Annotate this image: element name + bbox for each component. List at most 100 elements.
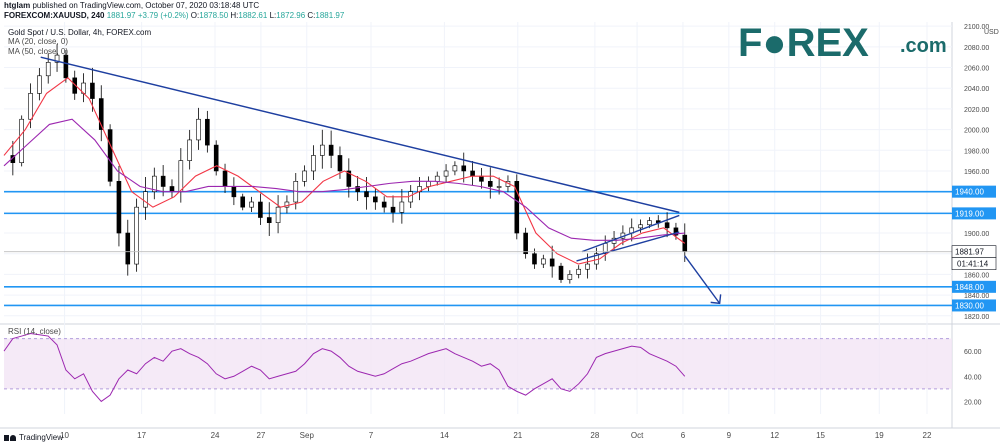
header: htglam published on TradingView.com, Oct… <box>0 0 1000 22</box>
candle <box>390 195 396 223</box>
candle <box>302 165 307 187</box>
candle-body <box>213 144 219 172</box>
candle-body <box>258 201 263 218</box>
candle-body <box>426 181 431 187</box>
x-tick-label: 6 <box>681 431 686 440</box>
x-tick-label: 14 <box>440 431 449 440</box>
x-tick-label: 27 <box>256 431 265 440</box>
candle <box>107 124 113 187</box>
publish-line: htglam published on TradingView.com, Oct… <box>4 1 259 11</box>
chart-title: Gold Spot / U.S. Dollar, 4h, FOREX.com <box>8 28 152 37</box>
candle-body <box>434 175 440 182</box>
wedge-line <box>576 231 680 262</box>
candle-body <box>532 253 537 265</box>
x-tick-label: 22 <box>923 431 932 440</box>
x-tick-label: 19 <box>875 431 884 440</box>
rsi-line <box>3 333 686 403</box>
high-label: H: <box>230 11 239 20</box>
candle <box>213 140 219 176</box>
candle-body <box>37 75 42 94</box>
candle <box>523 227 528 259</box>
x-tick-label: Sep <box>300 431 315 440</box>
candle <box>319 129 325 169</box>
level-label: 1848.00 <box>955 283 984 292</box>
footer-brand[interactable]: TradingView <box>19 433 64 442</box>
candle <box>514 174 520 240</box>
level-label: 1940.00 <box>955 188 984 197</box>
candle-body <box>479 175 484 182</box>
low-label: L: <box>269 11 277 20</box>
y-tick-label: 1860.00 <box>964 272 989 279</box>
x-tick-label: 28 <box>590 431 599 440</box>
candle-body <box>549 258 555 267</box>
x-tick-label: 17 <box>137 431 146 440</box>
x-tick-label: 12 <box>770 431 779 440</box>
candle-body <box>311 155 316 172</box>
candle-body <box>328 144 334 156</box>
candle-body <box>249 201 254 208</box>
candle <box>205 110 210 153</box>
footer: TradingView <box>4 433 63 442</box>
close-label: C: <box>307 11 316 20</box>
price-pane <box>4 22 952 322</box>
candle-body <box>496 186 502 188</box>
candle-body <box>373 196 378 203</box>
y-tick-label: 2060.00 <box>964 66 989 73</box>
projection-arrow-head <box>710 294 722 305</box>
rsi-tick-label: 40.00 <box>964 374 982 381</box>
candle <box>19 115 24 167</box>
candle <box>487 167 493 199</box>
y-tick-label: 1820.00 <box>964 314 989 321</box>
candle-body <box>72 77 78 94</box>
low-value: 1872.96 <box>276 11 306 20</box>
logo-suffix: .com <box>900 35 947 57</box>
candle <box>54 44 60 72</box>
candle <box>134 198 139 272</box>
x-tick-label: Oct <box>631 431 644 440</box>
level-label-box <box>952 185 996 198</box>
candle-body <box>638 224 643 229</box>
candle <box>355 175 360 201</box>
candle-body <box>196 118 201 141</box>
ma20-legend: MA (20, close, 0) <box>8 37 68 46</box>
candle-body <box>585 263 590 270</box>
candle-body <box>231 186 237 198</box>
candle-body <box>45 62 51 77</box>
candle <box>558 262 564 283</box>
candle-body <box>152 175 157 192</box>
candle-body <box>390 206 396 213</box>
candle-body <box>169 186 175 192</box>
candle-body <box>28 93 33 120</box>
candle <box>328 130 334 169</box>
candle <box>541 254 546 269</box>
candle-body <box>98 98 104 130</box>
candle <box>125 219 131 276</box>
ma20-line <box>3 77 686 265</box>
candle <box>240 193 246 211</box>
publisher-name[interactable]: htglam <box>4 1 31 10</box>
candle-body <box>116 181 122 234</box>
logo-text: F●REX <box>738 21 869 65</box>
rsi-tick-label: 20.00 <box>964 399 982 406</box>
candle <box>373 188 378 210</box>
candle-body <box>452 165 458 172</box>
candle <box>98 85 104 142</box>
candle-body <box>355 186 360 192</box>
candle-body <box>54 54 60 63</box>
tradingview-logo-icon <box>4 434 16 442</box>
y-tick-label: 2020.00 <box>964 107 989 114</box>
level-label-box <box>952 299 996 312</box>
candle-body <box>647 220 652 226</box>
candle-body <box>107 129 113 182</box>
x-tick-label: 7 <box>369 431 374 440</box>
candle-body <box>664 222 670 229</box>
candle <box>664 212 670 238</box>
candle-body <box>682 234 688 252</box>
candle-body <box>125 232 131 265</box>
level-label-box <box>952 207 996 220</box>
candle <box>258 193 263 225</box>
candle-body <box>134 206 139 265</box>
x-tick-label: 24 <box>211 431 220 440</box>
candle-body <box>443 170 449 177</box>
